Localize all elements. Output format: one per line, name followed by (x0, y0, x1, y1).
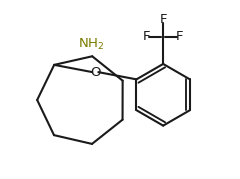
Text: F: F (159, 13, 167, 26)
Text: F: F (143, 30, 150, 43)
Text: O: O (90, 66, 101, 79)
Text: NH$_2$: NH$_2$ (78, 37, 105, 52)
Text: F: F (176, 30, 184, 43)
